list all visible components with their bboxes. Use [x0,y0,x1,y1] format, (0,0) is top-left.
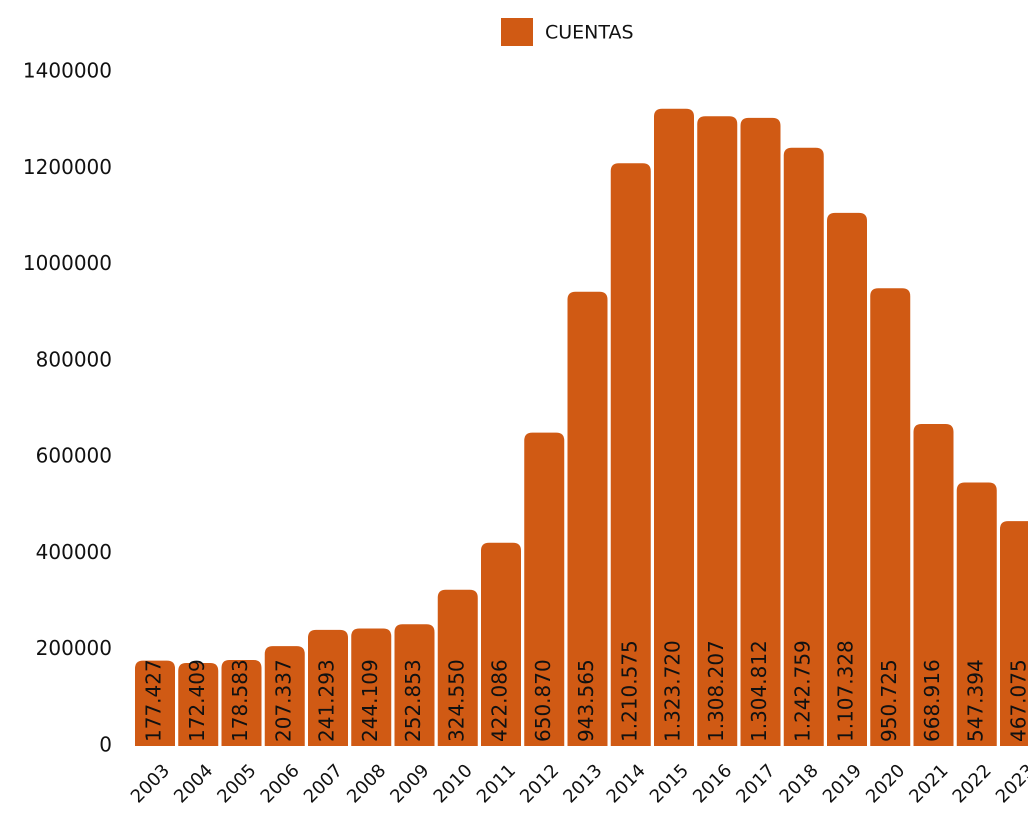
legend-label: CUENTAS [545,22,634,44]
value-label: 241.293 [315,659,339,742]
y-tick-label: 200000 [36,636,112,660]
value-label: 1.308.207 [704,640,728,742]
value-label: 1.304.812 [747,640,771,742]
value-label: 1.210.575 [617,640,641,742]
value-label: 1.242.759 [790,640,814,742]
bar [524,432,565,746]
x-tick-label: 2016 [689,760,736,807]
x-tick-label: 2009 [386,760,433,807]
value-label: 207.337 [271,659,295,742]
value-label: 422.086 [488,659,512,742]
bar [740,117,781,746]
value-label: 1.107.328 [834,640,858,742]
value-label: 650.870 [531,659,555,742]
value-label: 943.565 [574,659,598,742]
bar [351,628,392,746]
value-label: 177.427 [142,659,166,742]
x-tick-label: 2012 [516,760,563,807]
y-tick-label: 1200000 [23,155,112,179]
x-tick-label: 2013 [559,760,606,807]
x-tick-label: 2021 [905,760,952,807]
bar [135,660,175,746]
y-tick-label: 1400000 [23,59,112,83]
x-tick-label: 2018 [776,760,823,807]
bar [481,542,521,746]
x-tick-label: 2008 [343,760,390,807]
y-tick-label: 1000000 [23,251,112,275]
bar [870,288,911,746]
x-tick-label: 2003 [127,760,174,807]
value-label: 668.916 [920,659,944,742]
x-tick-label: 2005 [213,760,260,807]
bar [610,163,651,747]
x-tick-label: 2010 [430,760,477,807]
value-label: 547.394 [963,659,987,742]
value-label: 950.725 [877,659,901,742]
bar [654,108,694,746]
value-label: 252.853 [401,659,425,742]
bar [394,624,435,746]
x-tick-label: 2014 [603,760,650,807]
bar [783,147,824,746]
bar [567,291,608,746]
y-tick-label: 600000 [36,444,112,468]
bar [956,482,997,746]
y-tick-label: 400000 [36,540,112,564]
bar [827,212,867,747]
x-tick-label: 2004 [170,760,217,807]
y-tick-label: 800000 [36,347,112,371]
value-label: 172.409 [185,659,209,742]
bar [913,423,954,746]
value-label: 178.583 [228,659,252,742]
x-tick-label: 2023 [992,760,1028,807]
bar [221,660,262,746]
x-tick-label: 2022 [949,760,996,807]
x-tick-label: 2011 [473,760,520,807]
legend-swatch [501,18,533,46]
bar [437,589,478,746]
bar [308,629,348,746]
x-tick-label: 2017 [732,760,779,807]
x-tick-label: 2020 [862,760,909,807]
bar [178,662,219,746]
value-label: 244.109 [358,659,382,742]
bar [697,116,738,746]
value-label: 324.550 [444,659,468,742]
bar [1000,521,1028,746]
value-label: 467.075 [1007,659,1028,742]
x-tick-label: 2006 [257,760,304,807]
x-tick-label: 2015 [646,760,693,807]
x-tick-label: 2007 [300,760,347,807]
value-label: 1.323.720 [661,640,685,742]
bar [264,646,305,746]
y-tick-label: 0 [99,733,112,757]
x-tick-label: 2019 [819,760,866,807]
